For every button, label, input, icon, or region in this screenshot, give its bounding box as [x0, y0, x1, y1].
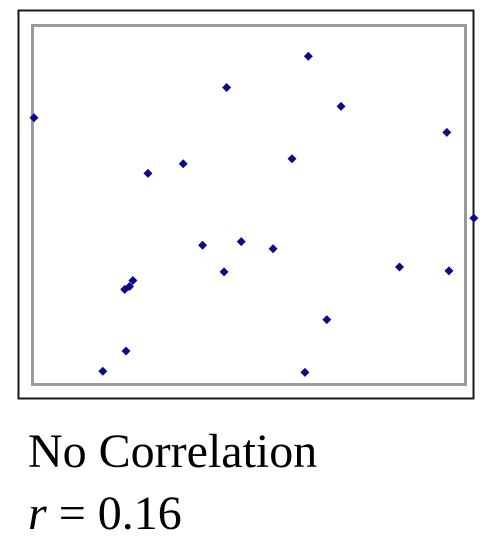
data-point [336, 101, 346, 111]
plot-frame-inner [31, 24, 467, 386]
data-point [300, 367, 310, 377]
data-point [98, 366, 108, 376]
chart-title: No Correlation [28, 425, 318, 478]
data-point [29, 113, 39, 123]
scatter-plot [17, 9, 479, 400]
data-point [178, 159, 188, 169]
statistic-value: 0.16 [97, 487, 182, 540]
statistic-symbol: r [28, 487, 47, 540]
data-point [469, 213, 479, 223]
data-point [222, 83, 232, 93]
data-point [219, 267, 229, 277]
data-point [143, 168, 153, 178]
data-point [444, 266, 454, 276]
statistic-operator: = [58, 487, 86, 540]
data-point [442, 127, 452, 137]
data-point [268, 244, 278, 254]
data-points [29, 51, 479, 377]
data-point [395, 262, 404, 272]
data-point [121, 346, 131, 356]
data-point [303, 51, 313, 61]
correlation-statistic: r = 0.16 [28, 490, 182, 538]
plot-frame-outer [17, 9, 475, 400]
data-point [236, 237, 246, 247]
data-point [124, 282, 134, 292]
data-point [287, 154, 297, 164]
data-point [128, 275, 138, 285]
data-point [198, 240, 208, 250]
data-point [322, 315, 332, 325]
